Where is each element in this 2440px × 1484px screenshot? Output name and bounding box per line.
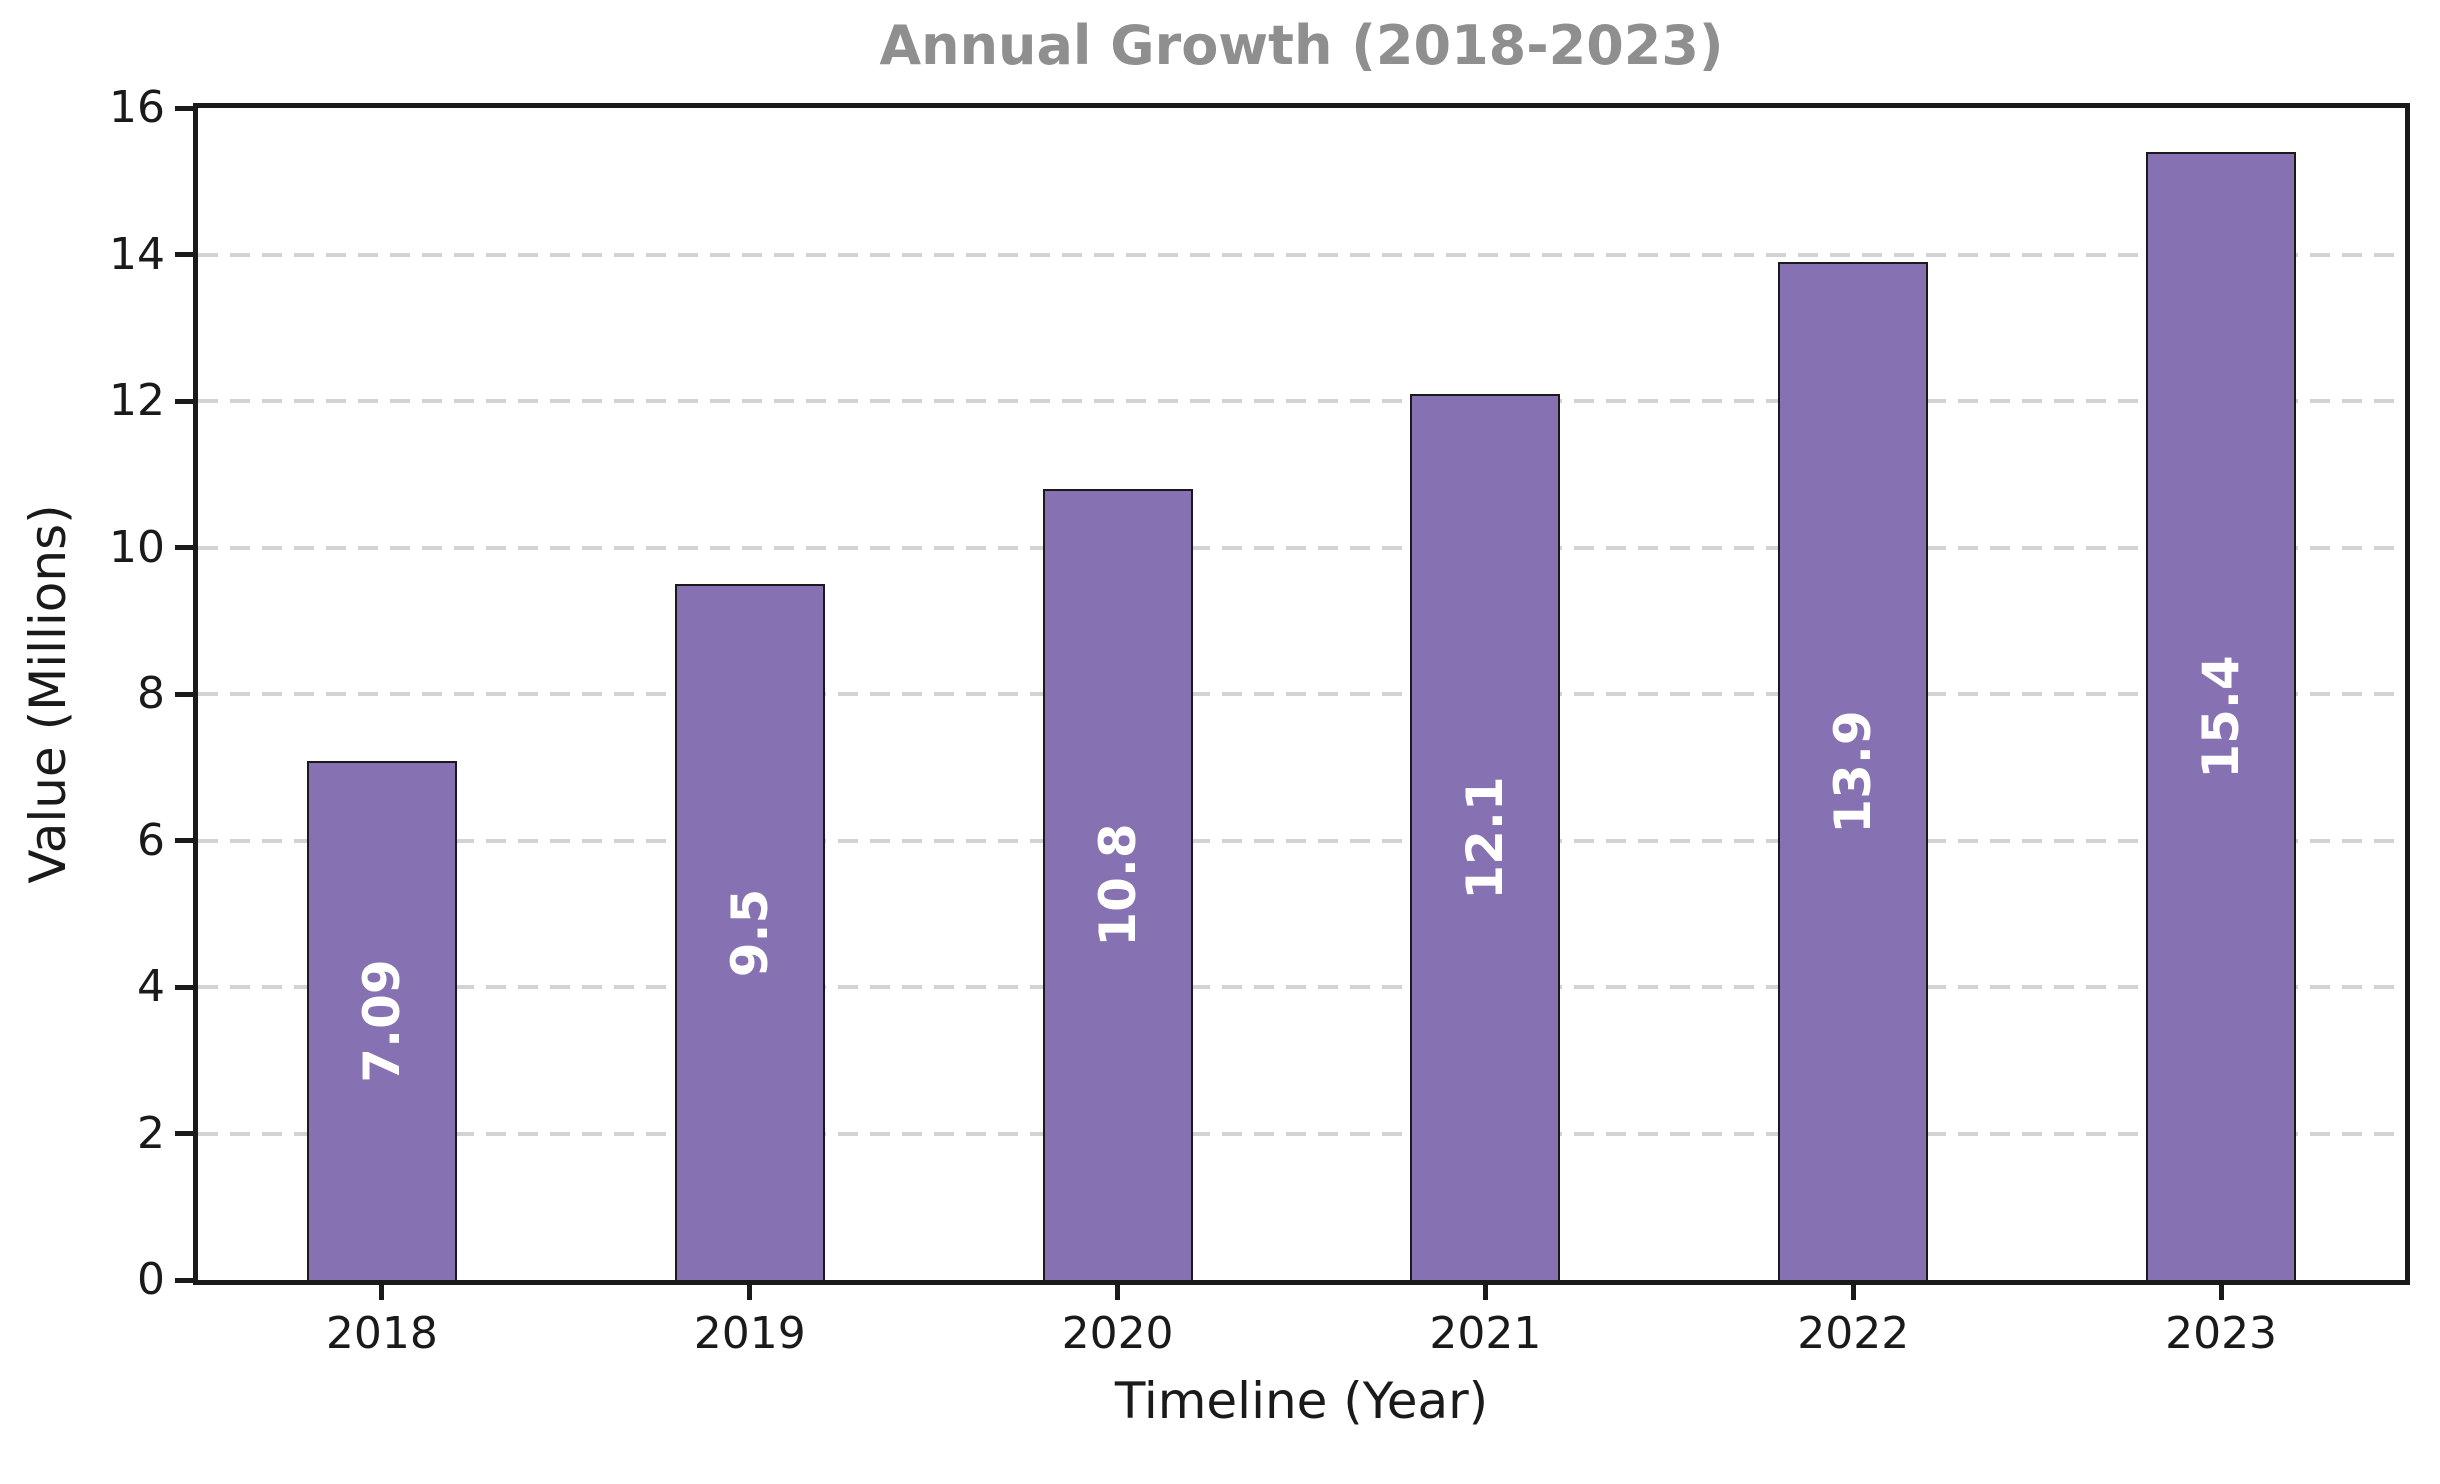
gridline-y-2 bbox=[198, 1131, 2405, 1136]
gridline-layer bbox=[198, 108, 2405, 1280]
y-tick-mark-16 bbox=[175, 105, 193, 111]
chart-title: Annual Growth (2018-2023) bbox=[879, 14, 1724, 77]
bar-2023: 15.4 bbox=[2146, 151, 2297, 1280]
bars-layer: 7.09 9.5 10.8 12.1 13.9 15.4 bbox=[198, 108, 2405, 1280]
bar-2022: 13.9 bbox=[1778, 261, 1929, 1280]
y-tick-label: 4 bbox=[137, 961, 165, 1012]
x-tick-mark-2022 bbox=[1850, 1285, 1856, 1300]
gridline-y-12 bbox=[198, 399, 2405, 403]
y-tick-mark-4 bbox=[175, 984, 193, 990]
x-tick-mark-2021 bbox=[1482, 1285, 1488, 1300]
x-tick-label: 2022 bbox=[1797, 1308, 1910, 1359]
y-tick-mark-2 bbox=[175, 1131, 193, 1136]
y-tick-label: 6 bbox=[137, 814, 165, 866]
gridline-y-6 bbox=[198, 838, 2405, 843]
y-tick-label: 8 bbox=[137, 668, 165, 719]
bar-value-label: 12.1 bbox=[1456, 776, 1515, 900]
y-tick-label: 10 bbox=[109, 521, 165, 573]
x-tick-label: 2021 bbox=[1429, 1308, 1542, 1359]
y-tick-label: 14 bbox=[109, 228, 165, 280]
y-tick-mark-6 bbox=[175, 838, 193, 843]
x-tick-mark-2019 bbox=[747, 1285, 753, 1300]
x-axis-label: Timeline (Year) bbox=[1114, 1372, 1489, 1430]
bar-2018: 7.09 bbox=[306, 760, 457, 1280]
gridline-y-8 bbox=[198, 692, 2405, 696]
x-tick-label: 2023 bbox=[2165, 1308, 2278, 1359]
x-tick-label: 2018 bbox=[325, 1308, 438, 1359]
bar-value-label: 7.09 bbox=[352, 959, 411, 1084]
y-tick-mark-12 bbox=[175, 398, 193, 404]
y-tick-mark-0 bbox=[175, 1277, 193, 1283]
x-tick-label: 2019 bbox=[693, 1308, 806, 1359]
bar-value-label: 10.8 bbox=[1088, 823, 1147, 948]
bar-value-label: 9.5 bbox=[720, 888, 779, 978]
x-tick-mark-2023 bbox=[2218, 1285, 2224, 1300]
gridline-y-4 bbox=[198, 985, 2405, 989]
x-tick-mark-2018 bbox=[379, 1285, 385, 1300]
bar-2021: 12.1 bbox=[1410, 393, 1561, 1280]
y-tick-mark-14 bbox=[175, 252, 193, 257]
bar-value-label: 13.9 bbox=[1824, 710, 1883, 834]
gridline-y-10 bbox=[198, 545, 2405, 550]
gridline-y-14 bbox=[198, 252, 2405, 257]
x-tick-label: 2020 bbox=[1061, 1308, 1174, 1359]
y-tick-label: 0 bbox=[137, 1254, 165, 1305]
x-tick-mark-2020 bbox=[1115, 1285, 1121, 1300]
y-tick-mark-8 bbox=[175, 691, 193, 697]
bar-2019: 9.5 bbox=[674, 584, 825, 1280]
y-tick-label: 16 bbox=[109, 82, 165, 133]
plot-area: 7.09 9.5 10.8 12.1 13.9 15.4 bbox=[193, 103, 2410, 1285]
bar-2020: 10.8 bbox=[1042, 488, 1193, 1280]
y-tick-label: 12 bbox=[109, 375, 165, 426]
y-tick-mark-10 bbox=[175, 545, 193, 550]
y-tick-label: 2 bbox=[137, 1107, 165, 1159]
bar-value-label: 15.4 bbox=[2192, 655, 2251, 779]
